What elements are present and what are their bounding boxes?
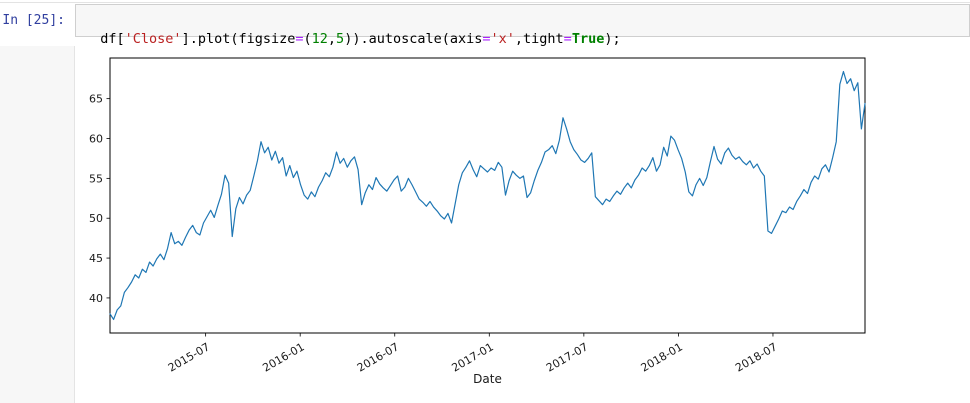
x-tick-label: 2017-07 xyxy=(544,340,590,374)
x-tick-label: 2016-01 xyxy=(260,340,306,374)
y-tick-label: 65 xyxy=(89,93,103,106)
code-token: 'Close' xyxy=(124,31,182,47)
x-tick-label: 2016-07 xyxy=(355,340,401,374)
x-tick-label: 2018-01 xyxy=(639,340,685,374)
code-token: ].plot(figsize xyxy=(181,31,296,47)
output-prompt-gutter xyxy=(0,46,75,403)
code-token: ,tight xyxy=(514,31,564,47)
x-tick-label: 2018-07 xyxy=(733,340,779,374)
x-tick-label: 2015-07 xyxy=(166,340,212,374)
code-token: True xyxy=(571,31,605,47)
code-token: ( xyxy=(303,31,312,47)
close-price-line xyxy=(109,70,866,321)
code-input-area[interactable]: df['Close'].plot(figsize=(12,5)).autosca… xyxy=(75,4,970,47)
cell-output-area: 40 45 50 55 60 65 2015-07 2016-01 2016-07 2017-01… xyxy=(75,46,970,403)
code-token: 'x' xyxy=(490,31,515,47)
plot-spines xyxy=(109,57,866,334)
y-tick-label: 45 xyxy=(89,252,103,265)
code-token: df[ xyxy=(100,31,125,47)
cell-top-divider xyxy=(0,2,970,3)
code-token: = xyxy=(563,31,572,47)
y-tick-label: 55 xyxy=(89,172,103,185)
y-tick-label: 60 xyxy=(89,133,103,146)
code-token: )).autoscale(axis xyxy=(344,31,483,47)
code-token: 12 xyxy=(311,31,328,47)
code-token: , xyxy=(327,31,337,47)
close-price-chart: 40 45 50 55 60 65 2015-07 2016-01 2016-07 2017-01… xyxy=(89,57,866,386)
code-line: df['Close'].plot(figsize=(12,5)).autosca… xyxy=(100,31,620,47)
y-tick-label: 40 xyxy=(89,292,103,305)
x-tick-label: 2017-01 xyxy=(449,340,495,374)
code-token: 5 xyxy=(336,31,345,47)
x-axis-label: Date xyxy=(473,372,502,386)
code-token: = xyxy=(295,31,304,47)
code-token: ); xyxy=(604,31,621,47)
code-token: = xyxy=(482,31,491,47)
y-tick-label: 50 xyxy=(89,212,103,225)
input-prompt: In [25]: xyxy=(2,13,65,28)
